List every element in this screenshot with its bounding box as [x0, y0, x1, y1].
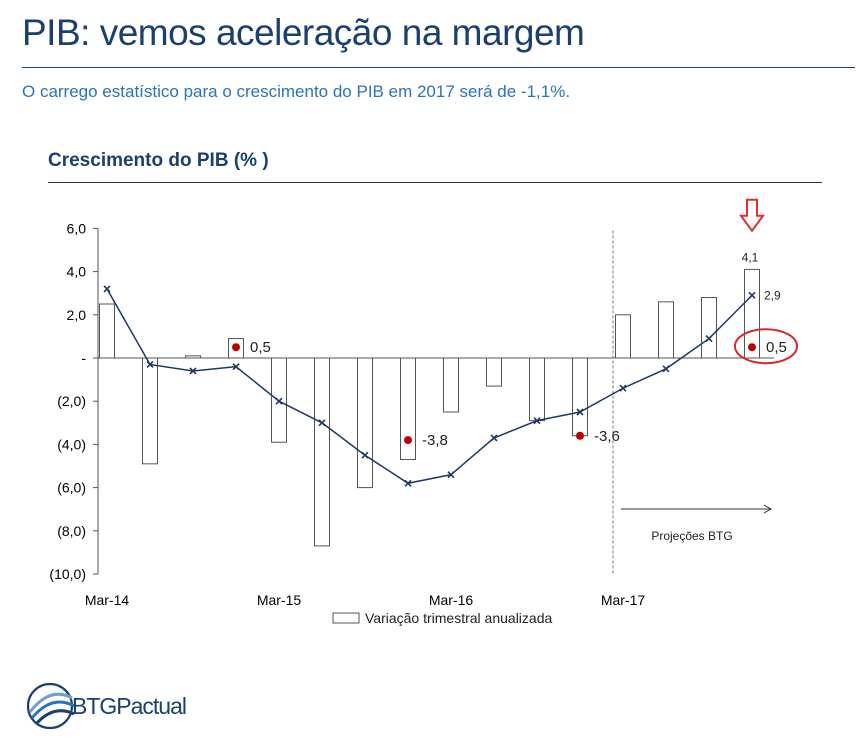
annual-average-marker: [232, 343, 240, 352]
highlight-arrow-icon: [739, 198, 765, 233]
quarterly-bar: [400, 357, 416, 461]
quarterly-bar: [572, 357, 588, 437]
annual-growth-point: [533, 417, 541, 425]
annual-growth-point: [232, 363, 240, 371]
y-tick-label: 2,0: [67, 307, 87, 323]
annual-growth-point: [490, 434, 498, 442]
btg-logo-icon: [26, 682, 75, 730]
annual-growth-point: [576, 408, 584, 416]
quarterly-bar: [744, 268, 760, 359]
annual-growth-point: [318, 419, 326, 427]
quarterly-bar: [658, 301, 674, 359]
y-tick-label: 6,0: [67, 220, 87, 236]
projection-label: Projeções BTG: [651, 529, 732, 543]
quarterly-bar: [185, 355, 201, 359]
page-subtitle: O carrego estatístico para o crescimento…: [22, 82, 571, 101]
title-divider: [22, 67, 855, 68]
y-tick-label: (10,0): [49, 566, 86, 582]
quarterly-bar: [99, 303, 115, 359]
annual-growth-point: [146, 360, 154, 369]
quarterly-bar: [486, 357, 502, 387]
legend-swatch: [332, 612, 360, 624]
y-tick-label: -: [81, 350, 86, 366]
annual-growth-point: [189, 367, 197, 375]
quarterly-bar: [142, 357, 158, 465]
bar-data-label: 4,1: [742, 250, 759, 264]
annual-average-marker: [576, 431, 584, 440]
annual-average-label: 0,5: [250, 339, 271, 356]
annual-growth-line: [106, 288, 753, 485]
annual-growth-point: [705, 334, 713, 343]
highlight-circle: [734, 328, 798, 365]
y-tick-label: (4,0): [57, 436, 86, 452]
chart-title: Crescimento do PIB (% ): [48, 150, 269, 171]
btg-pactual-logo: BTGPactual: [20, 676, 187, 736]
annual-growth-point: [404, 479, 412, 487]
annual-growth-point: [748, 291, 756, 299]
x-tick-label: Mar-15: [257, 592, 302, 608]
x-tick-label: Mar-17: [601, 592, 646, 608]
annual-growth-point: [103, 285, 111, 293]
annual-growth-point: [662, 365, 670, 373]
y-tick-label: 4,0: [67, 264, 87, 280]
projection-arrow-icon: [763, 504, 773, 514]
quarterly-bar: [314, 357, 330, 547]
annual-growth-point: [619, 384, 627, 392]
legend-label: Variação trimestral anualizada: [365, 610, 552, 626]
x-tick-label: Mar-16: [429, 592, 474, 608]
annual-growth-point: [361, 451, 369, 459]
y-tick-label: (6,0): [57, 480, 86, 496]
quarterly-bar: [701, 297, 717, 359]
logo-text: BTGPactual: [72, 693, 187, 719]
annual-growth-point: [275, 397, 283, 405]
annual-average-label: -3,8: [422, 432, 448, 449]
y-tick-label: (2,0): [57, 393, 86, 409]
y-tick-label: (8,0): [57, 523, 86, 539]
annual-average-marker: [748, 343, 756, 352]
quarterly-bar: [357, 357, 373, 489]
annual-average-label: 0,5: [766, 339, 787, 356]
page-title: PIB: vemos aceleração na margem: [22, 12, 585, 53]
annual-average-marker: [404, 436, 412, 445]
quarterly-bar: [443, 357, 459, 413]
annual-average-label: -3,6: [594, 428, 620, 445]
x-tick-label: Mar-14: [85, 592, 130, 608]
quarterly-bar: [529, 357, 545, 422]
chart-title-divider: [48, 182, 822, 183]
line-data-label: 2,9: [764, 288, 781, 302]
quarterly-bar: [615, 314, 631, 359]
annual-growth-point: [447, 471, 455, 479]
